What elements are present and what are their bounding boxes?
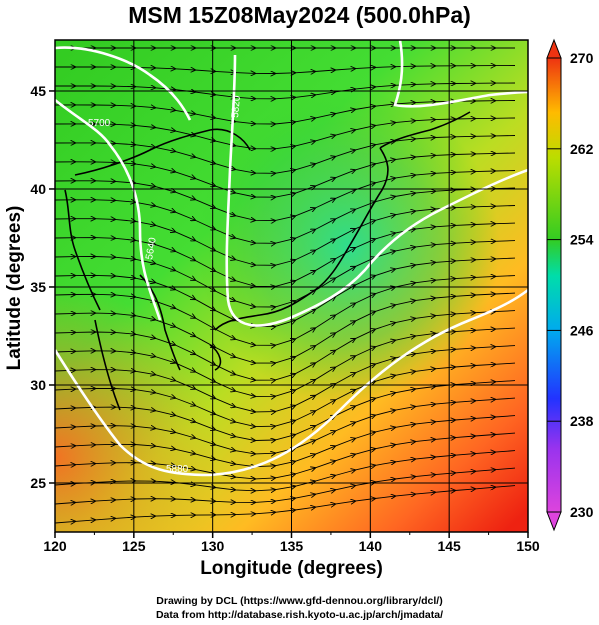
lat-lon-grid bbox=[55, 40, 528, 532]
colorbar-label: 230 bbox=[570, 504, 594, 520]
streamline bbox=[55, 486, 516, 523]
x-tick-label: 145 bbox=[437, 538, 461, 554]
colorbar-top-arrow bbox=[546, 38, 562, 59]
colorbar-bottom-arrow bbox=[546, 511, 562, 532]
colorbar-label: 254 bbox=[570, 232, 594, 248]
colorbar-label: 270 bbox=[570, 50, 594, 66]
contour-label-5880: 5880 bbox=[166, 464, 189, 475]
y-tick-label: 35 bbox=[30, 279, 46, 295]
streamline bbox=[55, 66, 516, 74]
x-axis-ticks: 120 125 130 135 140 145 150 bbox=[43, 532, 540, 554]
contour-label-5700: 5700 bbox=[88, 118, 111, 129]
x-tick-label: 130 bbox=[201, 538, 225, 554]
contour-labels: 5880 5820 5640 5700 bbox=[88, 95, 243, 475]
chart-title: MSM 15Z08May2024 (500.0hPa) bbox=[128, 2, 471, 28]
colorbar-label: 262 bbox=[570, 141, 594, 157]
x-tick-label: 150 bbox=[516, 538, 540, 554]
y-tick-label: 45 bbox=[30, 83, 46, 99]
x-tick-label: 140 bbox=[359, 538, 383, 554]
colorbar-label: 246 bbox=[570, 322, 594, 338]
y-tick-label: 25 bbox=[30, 475, 46, 491]
x-axis-label: Longitude (degrees) bbox=[200, 558, 383, 579]
colorbar-label: 238 bbox=[570, 413, 594, 429]
y-axis-label: Latitude (degrees) bbox=[4, 205, 25, 371]
x-tick-label: 125 bbox=[122, 538, 146, 554]
contour-label-5640: 5640 bbox=[144, 236, 159, 260]
credit-data-source: Data from http://database.rish.kyoto-u.a… bbox=[155, 609, 444, 621]
streamlines bbox=[55, 48, 516, 523]
x-tick-label: 135 bbox=[280, 538, 304, 554]
x-tick-label: 120 bbox=[43, 538, 67, 554]
contour-label-5820: 5820 bbox=[230, 95, 243, 119]
colorbar: 270 262 254 246 238 230 bbox=[546, 38, 594, 532]
plot-area: 5880 5820 5640 5700 bbox=[55, 40, 528, 532]
colorbar-bar bbox=[546, 57, 562, 513]
y-tick-label: 40 bbox=[30, 181, 46, 197]
y-axis-ticks: 25 30 35 40 45 bbox=[30, 83, 55, 491]
credit-drawing: Drawing by DCL (https://www.gfd-dennou.o… bbox=[156, 595, 443, 607]
y-tick-label: 30 bbox=[30, 377, 46, 393]
